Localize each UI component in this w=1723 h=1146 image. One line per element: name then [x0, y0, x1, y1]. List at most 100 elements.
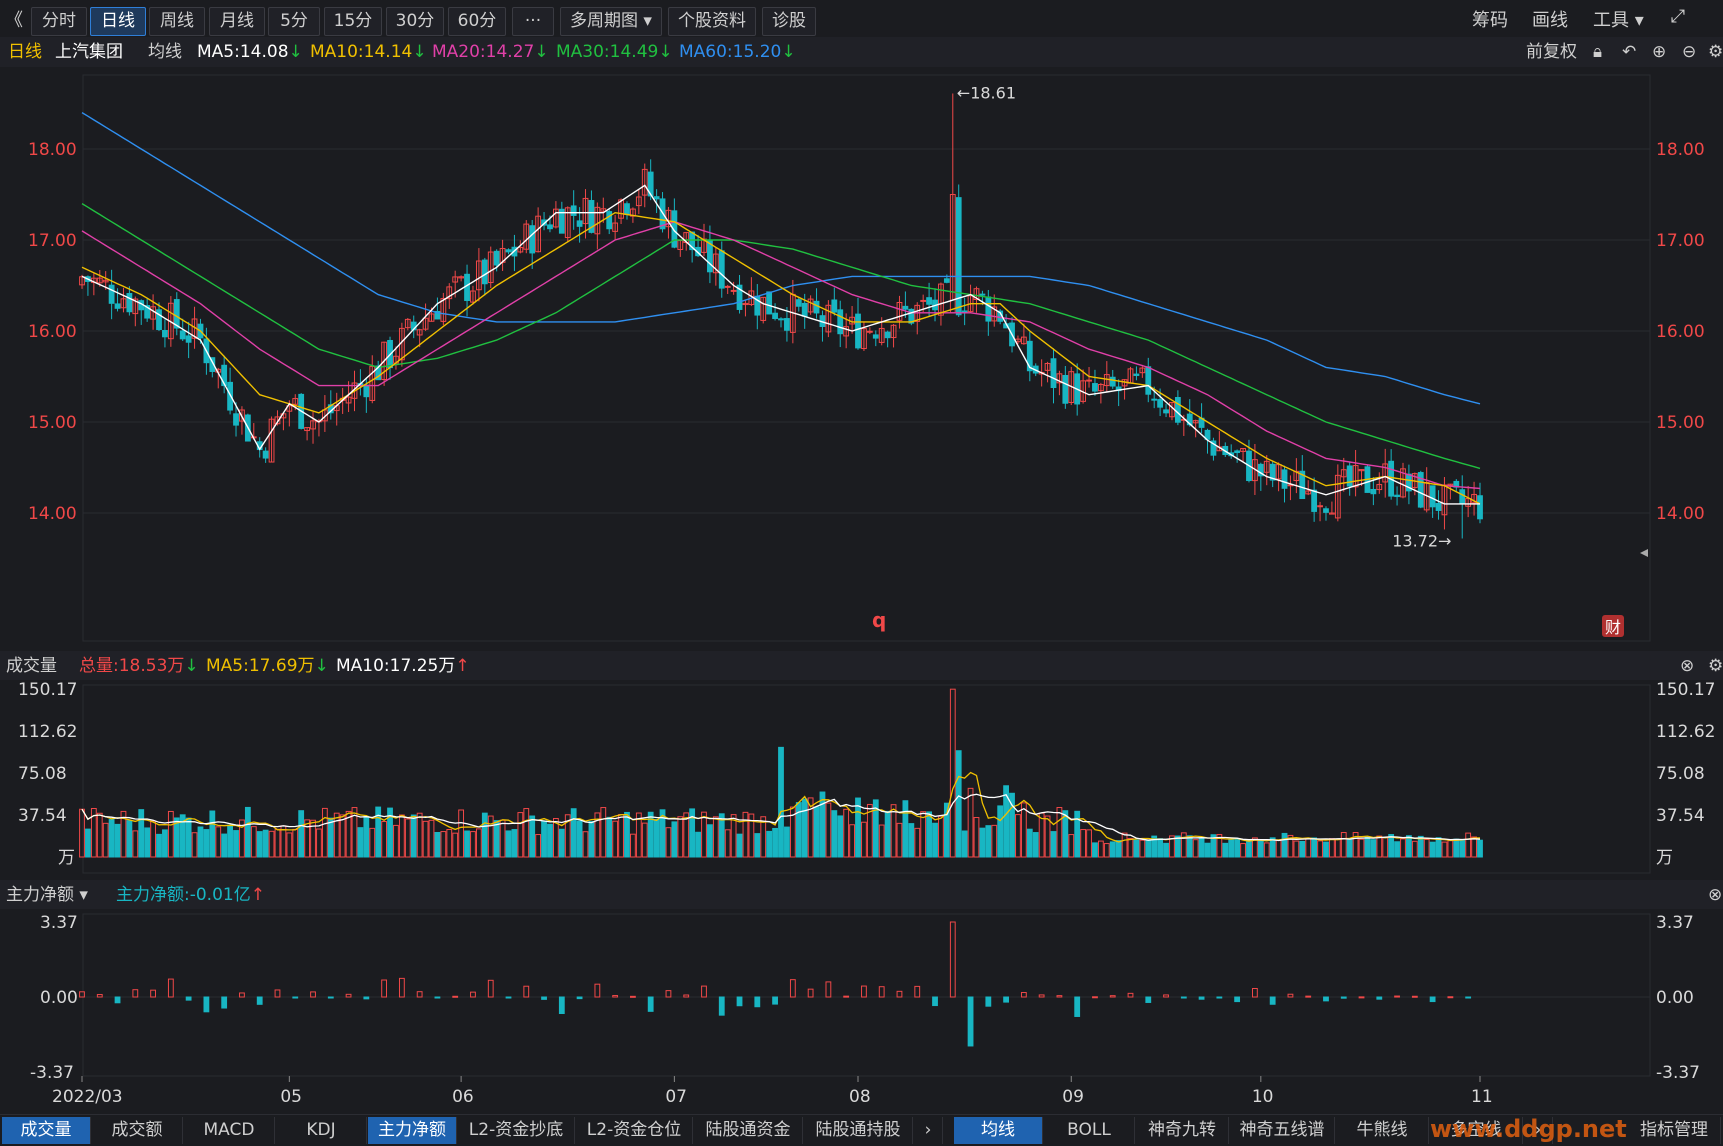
tab-kdj[interactable]: KDJ — [276, 1117, 367, 1144]
tab-northbound-flow[interactable]: 陆股通资金 — [694, 1117, 803, 1144]
tools-dropdown[interactable]: 工具 ▾ — [1593, 10, 1644, 31]
date-label: 2022/03 — [52, 1087, 123, 1107]
tab-indicator-manage[interactable]: 指标管理 — [1628, 1117, 1721, 1144]
volume-bar — [1435, 837, 1442, 858]
candle-body — [724, 285, 731, 288]
collapse-icon[interactable]: 《 — [5, 10, 23, 31]
volume-bar — [671, 821, 678, 858]
q-marker[interactable]: q — [872, 608, 886, 632]
tab-ma[interactable]: 均线 — [954, 1117, 1043, 1144]
multi-period-dropdown[interactable]: 多周期图 ▾ — [560, 7, 662, 36]
candle-body — [1257, 463, 1264, 477]
volume-bar — [138, 809, 145, 858]
tab-turnover[interactable]: 成交额 — [92, 1117, 183, 1144]
tab-boll[interactable]: BOLL — [1044, 1117, 1135, 1144]
adjust-label[interactable]: 前复权 — [1526, 42, 1577, 62]
volume-bar — [837, 815, 844, 858]
flow-bar — [825, 981, 832, 998]
candle-body — [120, 298, 127, 309]
volume-bar — [985, 825, 992, 858]
volume-bar — [1246, 839, 1252, 858]
flow-bar — [878, 986, 885, 998]
tab-daily[interactable]: 日线 — [90, 7, 146, 36]
volume-bar — [884, 810, 891, 858]
volume-bar — [493, 820, 500, 858]
volume-bar — [1139, 839, 1146, 858]
flow-bar — [1394, 995, 1400, 998]
tab-15min[interactable]: 15分 — [324, 7, 382, 36]
tab-30min[interactable]: 30分 — [386, 7, 444, 36]
draw-button[interactable]: 画线 — [1532, 10, 1568, 31]
volume-chart[interactable]: 150.17 150.17 112.62 112.62 75.08 75.08 37.54 3… — [0, 681, 1723, 879]
zoom-in-icon[interactable]: ⊕ — [1652, 42, 1667, 62]
tab-l2-bottom[interactable]: L2-资金抄底 — [458, 1117, 575, 1144]
tab-volume[interactable]: 成交量 — [2, 1117, 91, 1144]
volume-bar — [535, 834, 542, 858]
volume-bar — [410, 814, 417, 858]
ma20-value: MA20:14.27↓ — [432, 42, 549, 62]
tabs-next-icon[interactable]: › — [914, 1117, 943, 1144]
volume-bar — [630, 833, 636, 858]
lock-icon[interactable]: 🔒︎ — [1593, 42, 1603, 62]
volume-settings-icon[interactable]: ⚙ — [1708, 656, 1723, 676]
volume-bar — [114, 823, 121, 858]
candle-body — [547, 224, 553, 230]
volume-bar — [369, 827, 376, 858]
tab-magic-five[interactable]: 神奇五线谱 — [1230, 1117, 1335, 1144]
volume-bar — [955, 750, 962, 858]
tab-weekly[interactable]: 周线 — [149, 7, 205, 36]
ma-label[interactable]: 均线 — [148, 42, 182, 62]
volume-bar — [422, 820, 429, 858]
close-flow-icon[interactable]: ⊗ — [1708, 885, 1723, 905]
stock-profile-button[interactable]: 个股资料 — [668, 7, 756, 36]
volume-bar — [1198, 838, 1205, 858]
tab-magic-nine[interactable]: 神奇九转 — [1136, 1117, 1229, 1144]
tab-long-short[interactable]: 多空线 — [1430, 1117, 1523, 1144]
finance-badge-bg[interactable] — [1602, 615, 1624, 637]
volume-bar — [470, 831, 476, 858]
candle-body — [1263, 460, 1270, 473]
undo-icon[interactable]: ↶ — [1622, 42, 1637, 62]
tab-monthly[interactable]: 月线 — [209, 7, 265, 36]
finance-badge[interactable]: 财 — [1605, 618, 1621, 637]
tab-macd[interactable]: MACD — [184, 1117, 275, 1144]
volume-bar — [1145, 839, 1152, 858]
volume-bar — [582, 831, 589, 858]
volume-bar — [1127, 838, 1134, 858]
candle-body — [310, 420, 316, 430]
more-periods-button[interactable]: ··· — [512, 7, 554, 36]
tab-intraday[interactable]: 分时 — [31, 7, 87, 36]
main-flow-chart[interactable]: 3.37 3.37 0.00 0.00 -3.37 -3.37 2022/03 05 06 07… — [0, 910, 1723, 1114]
candle-body — [381, 341, 388, 381]
settings-icon[interactable]: ⚙ — [1708, 42, 1723, 62]
volume-bar — [949, 688, 956, 858]
candle-body — [772, 312, 778, 320]
candle-body — [736, 284, 743, 310]
flow-bar — [843, 995, 850, 998]
zoom-out-icon[interactable]: ⊖ — [1682, 42, 1697, 62]
fullscreen-icon[interactable]: ⤢ — [1670, 6, 1686, 27]
price-chart[interactable]: 18.00 17.00 16.00 15.00 14.00 18.00 17.00 16.0… — [0, 67, 1723, 650]
volume-bar — [665, 827, 672, 858]
volume-bar — [398, 814, 405, 858]
tab-northbound-holding[interactable]: 陆股通持股 — [804, 1117, 913, 1144]
tab-5min[interactable]: 5分 — [268, 7, 320, 36]
close-volume-icon[interactable]: ⊗ — [1680, 656, 1695, 676]
volume-bar — [363, 815, 370, 858]
tab-main-flow[interactable]: 主力净额 — [368, 1117, 457, 1144]
flow-bar — [345, 993, 352, 998]
flow-bar — [434, 996, 441, 999]
flow-tick-right: 0.00 — [1656, 988, 1694, 1008]
flow-bar — [79, 991, 85, 998]
tabs-right-next-icon[interactable]: › — [1524, 1117, 1553, 1144]
diagnose-button[interactable]: 诊股 — [762, 7, 816, 36]
annotations: ←18.61 13.72→ q 财 — [872, 83, 1648, 637]
tab-bull-bear[interactable]: 牛熊线 — [1336, 1117, 1429, 1144]
tab-60min[interactable]: 60分 — [448, 7, 506, 36]
volume-ma10-line — [81, 793, 1481, 842]
flow-title-dropdown[interactable]: 主力净额 ▾ — [6, 885, 88, 905]
flow-bar — [1198, 996, 1205, 1000]
chips-button[interactable]: 筹码 — [1472, 10, 1508, 31]
flow-bar — [665, 990, 672, 998]
tab-l2-position[interactable]: L2-资金仓位 — [576, 1117, 693, 1144]
